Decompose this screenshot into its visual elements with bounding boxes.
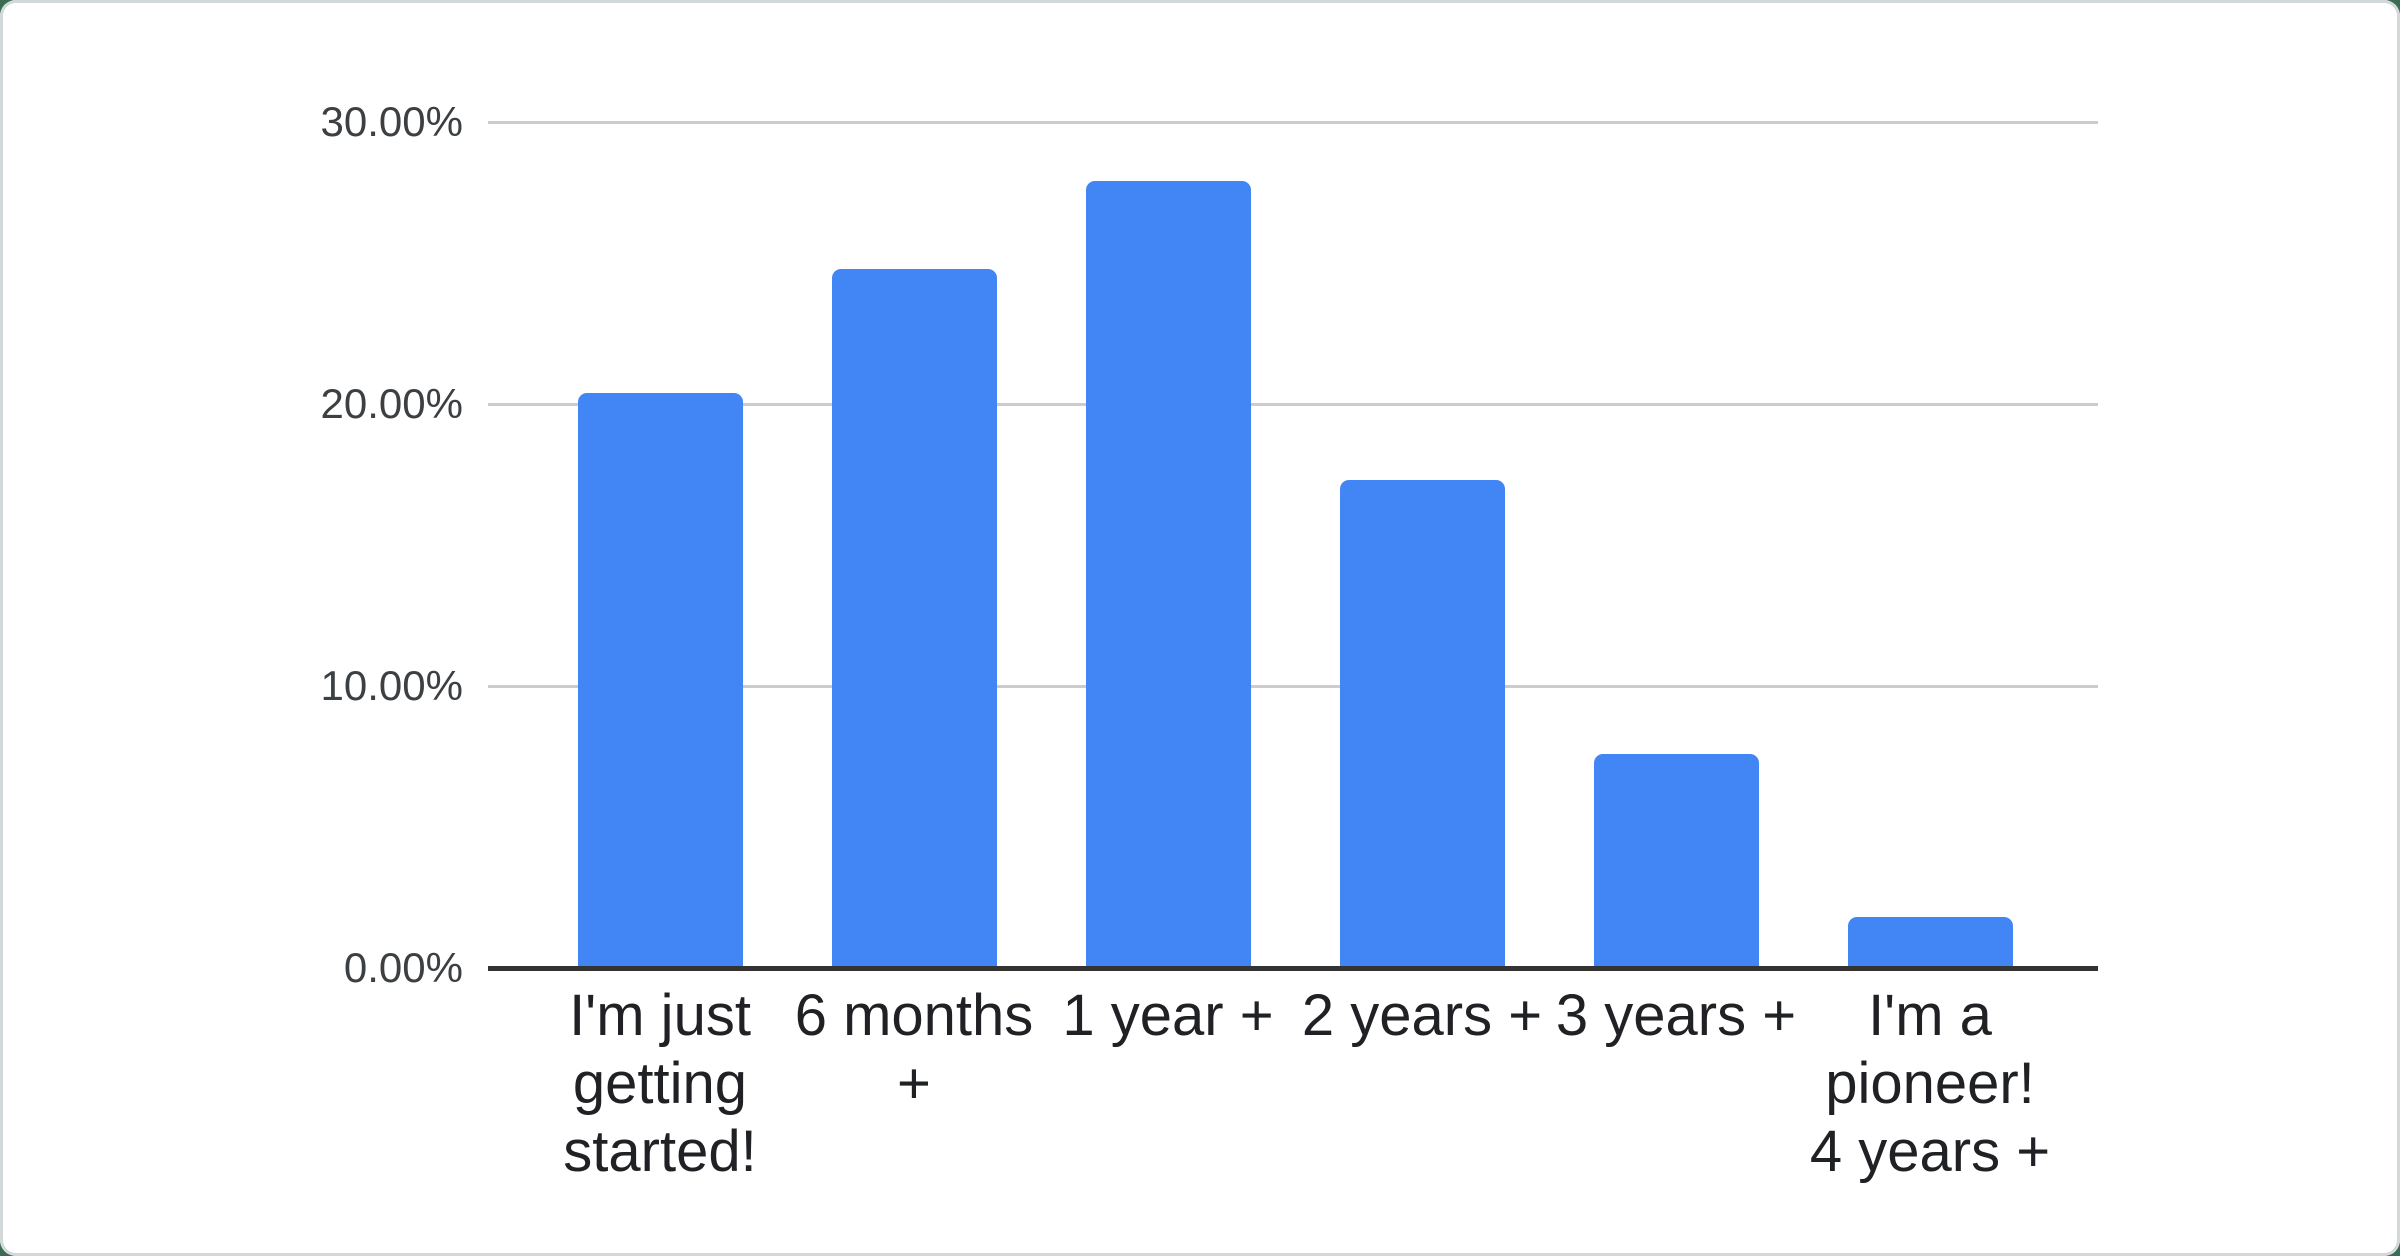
y-axis-tick-label: 30.00% bbox=[320, 98, 463, 145]
gridline bbox=[488, 120, 2098, 124]
x-axis-category-label-line: started! bbox=[563, 1119, 757, 1184]
x-axis-category-label-line: getting bbox=[572, 1051, 748, 1116]
x-axis-category-label: 1 year + bbox=[1062, 982, 1273, 1050]
x-axis-category-label: I'm a pioneer! 4 years + bbox=[1810, 982, 2050, 1186]
x-axis-category-label-line: 6 months bbox=[794, 983, 1034, 1048]
x-axis-category-label-line: + bbox=[897, 1051, 931, 1116]
y-axis-tick-label: 10.00% bbox=[320, 662, 463, 709]
x-axis-category-label-line: 2 years + bbox=[1301, 983, 1543, 1048]
bar[interactable] bbox=[831, 268, 997, 968]
gridline bbox=[488, 402, 2098, 406]
x-axis-category-label-line: 4 years + bbox=[1809, 1119, 2051, 1184]
bar[interactable] bbox=[1339, 480, 1505, 968]
x-axis-category-label-line: pioneer! bbox=[1825, 1051, 2035, 1116]
y-axis-tick-label: 20.00% bbox=[320, 380, 463, 427]
bar[interactable] bbox=[1593, 753, 1759, 968]
bar[interactable] bbox=[577, 392, 743, 968]
x-axis-category-label-line: 1 year + bbox=[1062, 983, 1274, 1048]
gridline bbox=[488, 684, 2098, 688]
bar[interactable] bbox=[1847, 917, 2013, 968]
y-axis-tick-label: 0.00% bbox=[343, 944, 463, 991]
bar[interactable] bbox=[1085, 181, 1251, 968]
x-axis-category-label: 6 months + bbox=[795, 982, 1034, 1118]
x-axis-category-label-line: 3 years + bbox=[1555, 983, 1797, 1048]
x-axis-category-label-line: I'm a bbox=[1868, 983, 1992, 1048]
x-axis-category-label: 3 years + bbox=[1556, 982, 1796, 1050]
x-axis-category-label: I'm just getting started! bbox=[563, 982, 756, 1186]
x-axis-line bbox=[488, 966, 2098, 971]
x-axis-category-label: 2 years + bbox=[1302, 982, 1542, 1050]
x-axis-category-label-line: I'm just bbox=[569, 983, 751, 1048]
